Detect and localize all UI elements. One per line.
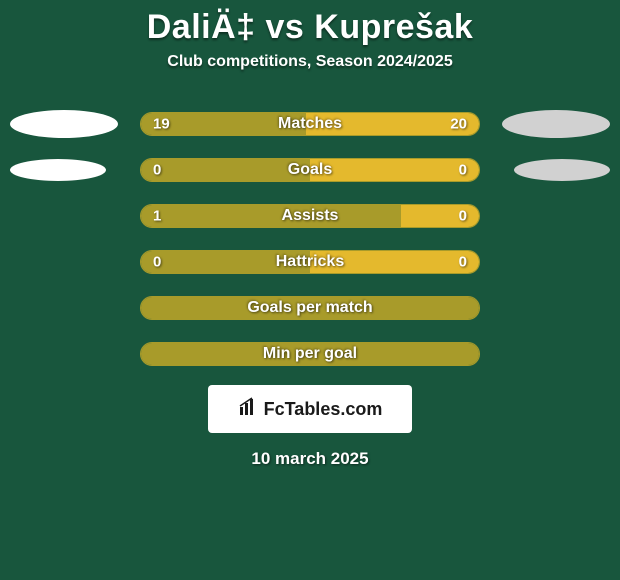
stat-row: Assists10 — [0, 203, 620, 229]
player-right-marker — [514, 159, 610, 181]
stat-value-right: 0 — [459, 162, 467, 179]
comparison-card: DaliÄ‡ vs Kuprešak Club competitions, Se… — [0, 0, 620, 580]
date-caption: 10 march 2025 — [0, 449, 620, 469]
stat-bar: Goals per match — [140, 296, 480, 320]
stat-bar-left-fill — [141, 251, 310, 273]
stat-bar-right-fill — [310, 159, 479, 181]
stat-bar: Matches1920 — [140, 112, 480, 136]
stat-row: Matches1920 — [0, 111, 620, 137]
player-right-marker — [502, 110, 610, 138]
source-badge: FcTables.com — [208, 385, 412, 433]
stat-bar-left-fill — [141, 159, 310, 181]
stat-bar: Goals00 — [140, 158, 480, 182]
bar-chart-icon — [238, 397, 258, 422]
stat-value-left: 0 — [153, 162, 161, 179]
stat-value-right: 0 — [459, 208, 467, 225]
stat-rows: Matches1920Goals00Assists10Hattricks00Go… — [0, 111, 620, 367]
stat-bar-right-fill — [310, 251, 479, 273]
page-title: DaliÄ‡ vs Kuprešak — [0, 0, 620, 47]
stat-value-left: 0 — [153, 254, 161, 271]
stat-bar-left-fill — [141, 205, 401, 227]
stat-bar: Assists10 — [140, 204, 480, 228]
stat-value-left: 19 — [153, 116, 170, 133]
stat-value-left: 1 — [153, 208, 161, 225]
stat-bar: Hattricks00 — [140, 250, 480, 274]
stat-bar-right-fill — [401, 205, 479, 227]
subtitle: Club competitions, Season 2024/2025 — [0, 53, 620, 71]
source-badge-text: FcTables.com — [264, 399, 383, 420]
stat-bar-left-fill — [141, 343, 479, 365]
player-left-marker — [10, 110, 118, 138]
stat-row: Goals00 — [0, 157, 620, 183]
stat-value-right: 0 — [459, 254, 467, 271]
stat-value-right: 20 — [450, 116, 467, 133]
stat-row: Hattricks00 — [0, 249, 620, 275]
player-left-marker — [10, 159, 106, 181]
stat-row: Goals per match — [0, 295, 620, 321]
stat-bar-left-fill — [141, 297, 479, 319]
stat-row: Min per goal — [0, 341, 620, 367]
stat-bar: Min per goal — [140, 342, 480, 366]
